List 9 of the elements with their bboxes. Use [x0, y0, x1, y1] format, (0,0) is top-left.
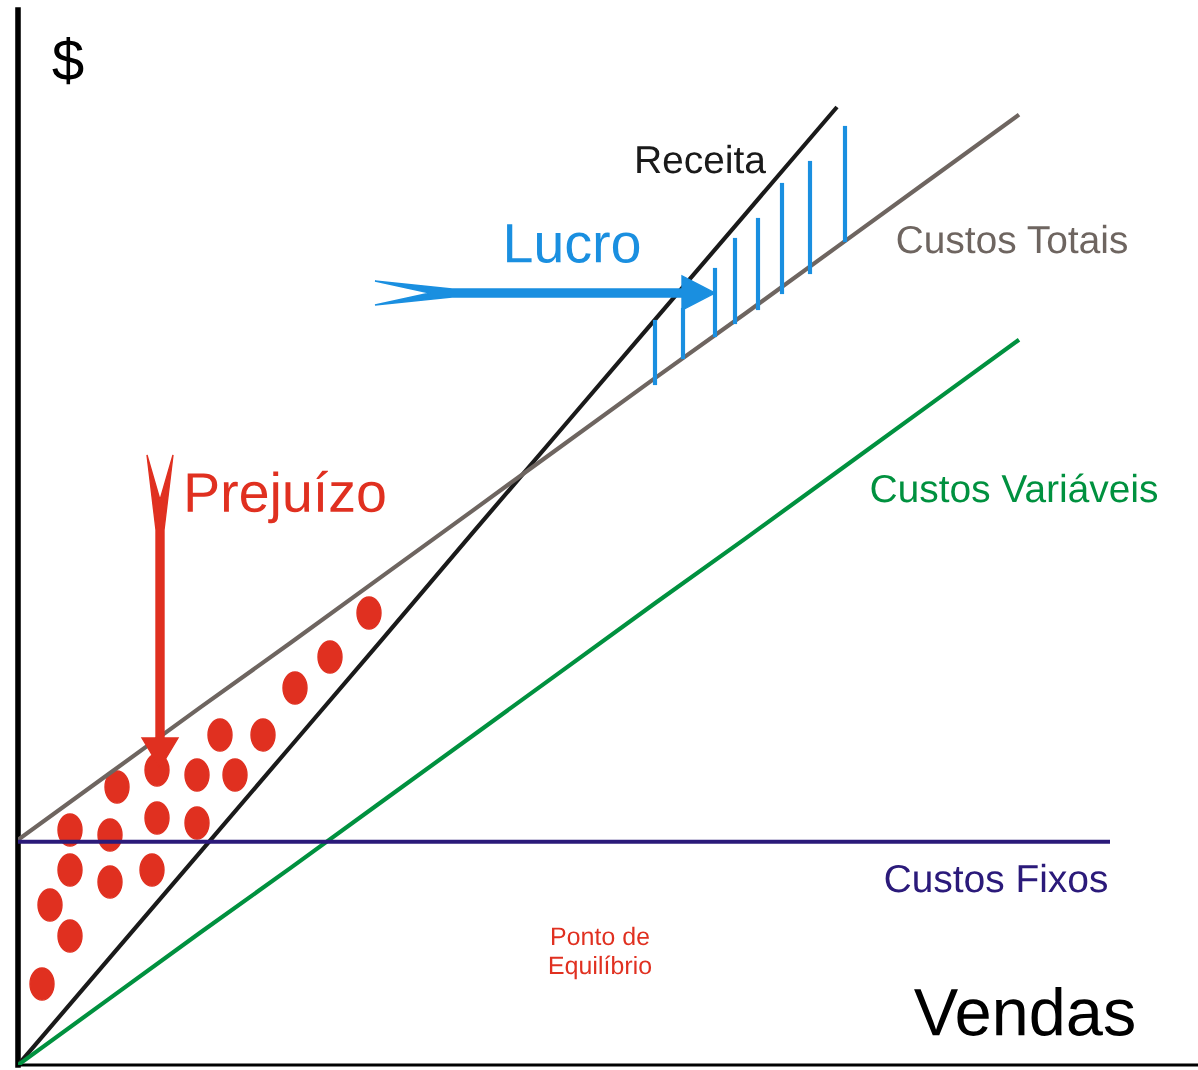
- annotation: Ponto de Equilíbrio: [549, 926, 652, 980]
- y-axis-title: $: [52, 36, 84, 85]
- x-axis-title: Vendas: [914, 986, 1134, 1036]
- series-label: Custos Fixos: [885, 863, 1107, 893]
- annotation: Lucro: [507, 224, 640, 263]
- series-label: Receita: [637, 144, 766, 174]
- annotation: Prejuízo: [187, 470, 385, 524]
- series-label: Custos Variáveis: [871, 473, 1158, 503]
- series-label: Custos Totais: [897, 224, 1127, 254]
